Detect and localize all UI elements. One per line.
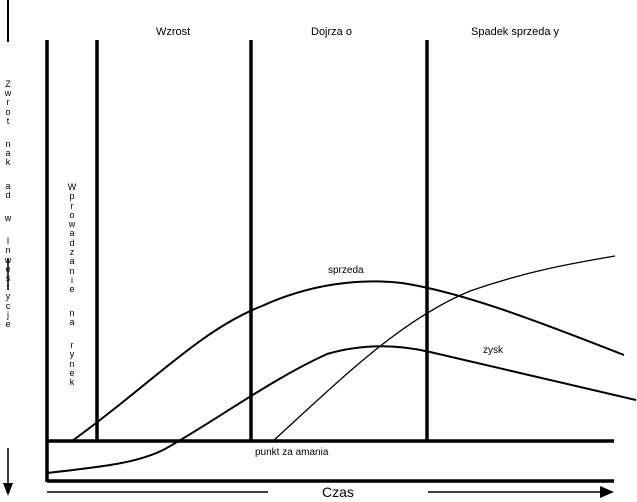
profit-curve — [46, 345, 637, 474]
investment-return-curve — [272, 255, 616, 442]
vertical-letter — [7, 223, 10, 237]
vertical-letter: W — [67, 182, 77, 192]
vertical-letter: r — [6, 97, 10, 108]
vertical-letter: a — [69, 228, 75, 239]
vertical-letter: a — [5, 180, 11, 191]
vertical-letter: e — [5, 263, 11, 274]
vertical-letter: d — [69, 237, 75, 248]
profit-curve-label: zysk — [483, 345, 503, 356]
vertical-letter: j — [7, 309, 9, 320]
vertical-letter: r — [70, 340, 74, 351]
vertical-letter: y — [69, 349, 75, 360]
vertical-letter: r — [70, 200, 74, 211]
vertical-letter: e — [5, 319, 11, 330]
vertical-letter: k — [69, 377, 75, 388]
vertical-letter: w — [68, 219, 76, 230]
breakeven-label: punkt za amania — [255, 447, 329, 458]
vertical-letter: z — [69, 247, 75, 258]
vertical-letter: k — [5, 157, 11, 168]
vertical-letter: Z — [5, 79, 11, 89]
vertical-letter: o — [69, 209, 75, 220]
vertical-letter — [7, 200, 10, 214]
vertical-letter: i — [71, 274, 73, 285]
phase-label-growth: Wzrost — [156, 26, 191, 38]
vertical-letter: e — [69, 284, 75, 295]
vertical-letter: t — [6, 282, 10, 293]
vertical-letter: I — [6, 236, 10, 247]
vertical-letter: n — [5, 139, 11, 150]
sales-curve-label: sprzeda — [328, 265, 364, 276]
vertical-letter: n — [69, 358, 75, 369]
vertical-letter: w — [4, 254, 12, 265]
x-axis-label: Czas — [322, 484, 354, 500]
sales-curve — [71, 280, 625, 442]
vertical-letter: w — [4, 213, 12, 224]
vertical-letter: o — [5, 106, 11, 117]
vertical-letter: c — [5, 300, 11, 311]
vertical-letter: t — [6, 115, 10, 126]
y-axis-arrow-head — [3, 483, 13, 496]
vertical-letter — [7, 126, 10, 140]
vertical-letter — [71, 295, 74, 309]
vertical-letter: e — [69, 368, 75, 379]
vertical-letter: p — [69, 191, 75, 202]
vertical-letter: d — [5, 189, 11, 200]
vertical-letter — [7, 168, 10, 182]
vertical-letter: n — [69, 307, 75, 318]
vertical-letter: n — [5, 245, 11, 256]
time-axis-arrow-head — [600, 486, 614, 498]
vertical-letter: a — [5, 148, 11, 159]
phase-label-maturity: Dojrza o — [311, 26, 352, 38]
vertical-letter: s — [5, 273, 11, 284]
vertical-letter: a — [69, 316, 75, 327]
vertical-letter: n — [69, 265, 75, 276]
vertical-letter: a — [69, 256, 75, 267]
vertical-letter: y — [5, 291, 11, 302]
phase-label-decline: Spadek sprzeda y — [471, 26, 560, 38]
vertical-letter: w — [4, 88, 12, 99]
vertical-letter — [71, 327, 74, 341]
